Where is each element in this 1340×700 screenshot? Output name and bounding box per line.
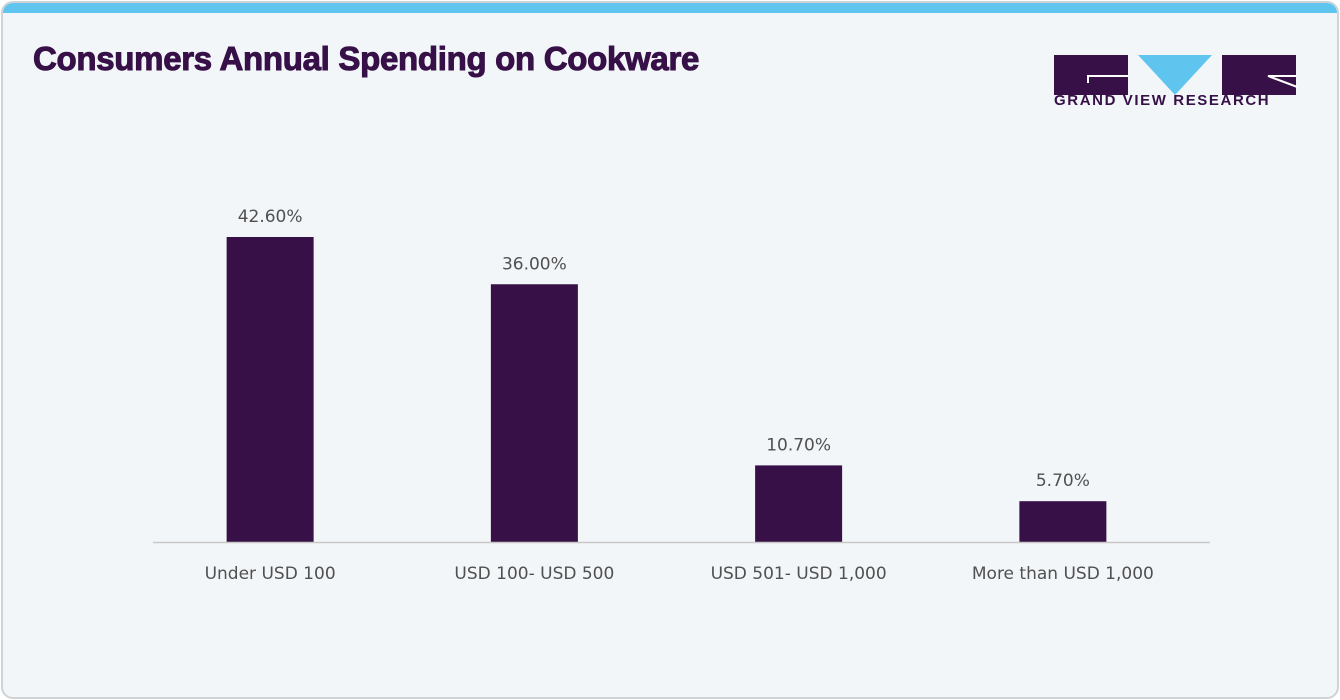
category-label: USD 501- USD 1,000 (711, 564, 887, 584)
category-label: More than USD 1,000 (972, 564, 1154, 584)
logo-text: GRAND VIEW RESEARCH (1054, 92, 1271, 109)
grand-view-research-logo (1054, 55, 1298, 95)
data-label: 5.70% (1036, 471, 1090, 491)
category-label: USD 100- USD 500 (454, 564, 614, 584)
bar (755, 465, 843, 542)
chart-title: Consumers Annual Spending on Cookware (32, 40, 700, 78)
category-label: Under USD 100 (205, 564, 336, 584)
data-label: 36.00% (502, 254, 567, 274)
bar (1019, 501, 1107, 542)
data-label: 10.70% (766, 435, 831, 455)
top-accent-bar (3, 3, 1337, 13)
data-label: 42.60% (238, 207, 303, 227)
bar (490, 284, 578, 542)
bar (226, 237, 314, 542)
logo-v-triangle (1138, 55, 1212, 95)
